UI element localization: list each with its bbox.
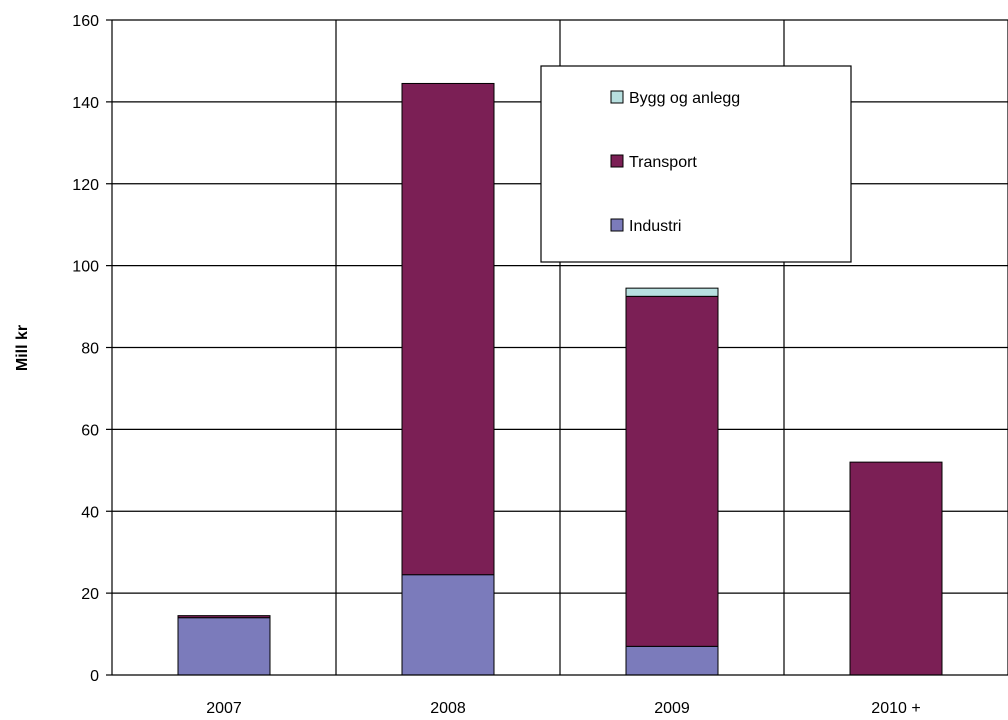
x-tick-label: 2008 bbox=[430, 700, 466, 717]
y-tick-label: 0 bbox=[90, 668, 99, 685]
bar-bygg-og-anlegg bbox=[625, 287, 719, 297]
bar-transport bbox=[401, 82, 495, 576]
y-tick-label: 40 bbox=[81, 504, 99, 521]
bar-industri bbox=[177, 617, 271, 676]
legend-swatch-industri bbox=[610, 218, 624, 232]
y-axis-label: Mill kr bbox=[14, 325, 31, 371]
y-tick-label: 140 bbox=[72, 95, 99, 112]
bar-industri bbox=[625, 645, 719, 676]
bars bbox=[177, 82, 943, 676]
x-tick-label: 2010 + bbox=[871, 700, 920, 717]
legend-box bbox=[540, 65, 852, 263]
bar-transport bbox=[177, 615, 271, 619]
axes bbox=[106, 19, 1008, 676]
y-tick-label: 80 bbox=[81, 341, 99, 358]
y-tick-labels: 0 20 40 60 80 100 120 140 160 bbox=[72, 13, 99, 685]
y-tick-label: 120 bbox=[72, 177, 99, 194]
legend-swatch-transport bbox=[610, 154, 624, 168]
y-tick-label: 60 bbox=[81, 422, 99, 439]
x-tick-labels: 2007 2008 2009 2010 + bbox=[206, 700, 920, 717]
x-tick-label: 2009 bbox=[654, 700, 690, 717]
legend-label-transport: Transport bbox=[629, 154, 697, 171]
y-tick-label: 20 bbox=[81, 586, 99, 603]
bar-transport bbox=[849, 461, 943, 676]
bar-industri bbox=[401, 574, 495, 676]
legend: Bygg og anlegg Transport Industri bbox=[540, 65, 852, 263]
legend-swatch-bygg-og-anlegg bbox=[610, 90, 624, 104]
y-tick-label: 100 bbox=[72, 259, 99, 276]
y-tick-label: 160 bbox=[72, 13, 99, 30]
x-tick-label: 2007 bbox=[206, 700, 242, 717]
legend-label-industri: Industri bbox=[629, 218, 681, 235]
legend-label-bygg-og-anlegg: Bygg og anlegg bbox=[629, 90, 740, 107]
bar-transport bbox=[625, 295, 719, 647]
